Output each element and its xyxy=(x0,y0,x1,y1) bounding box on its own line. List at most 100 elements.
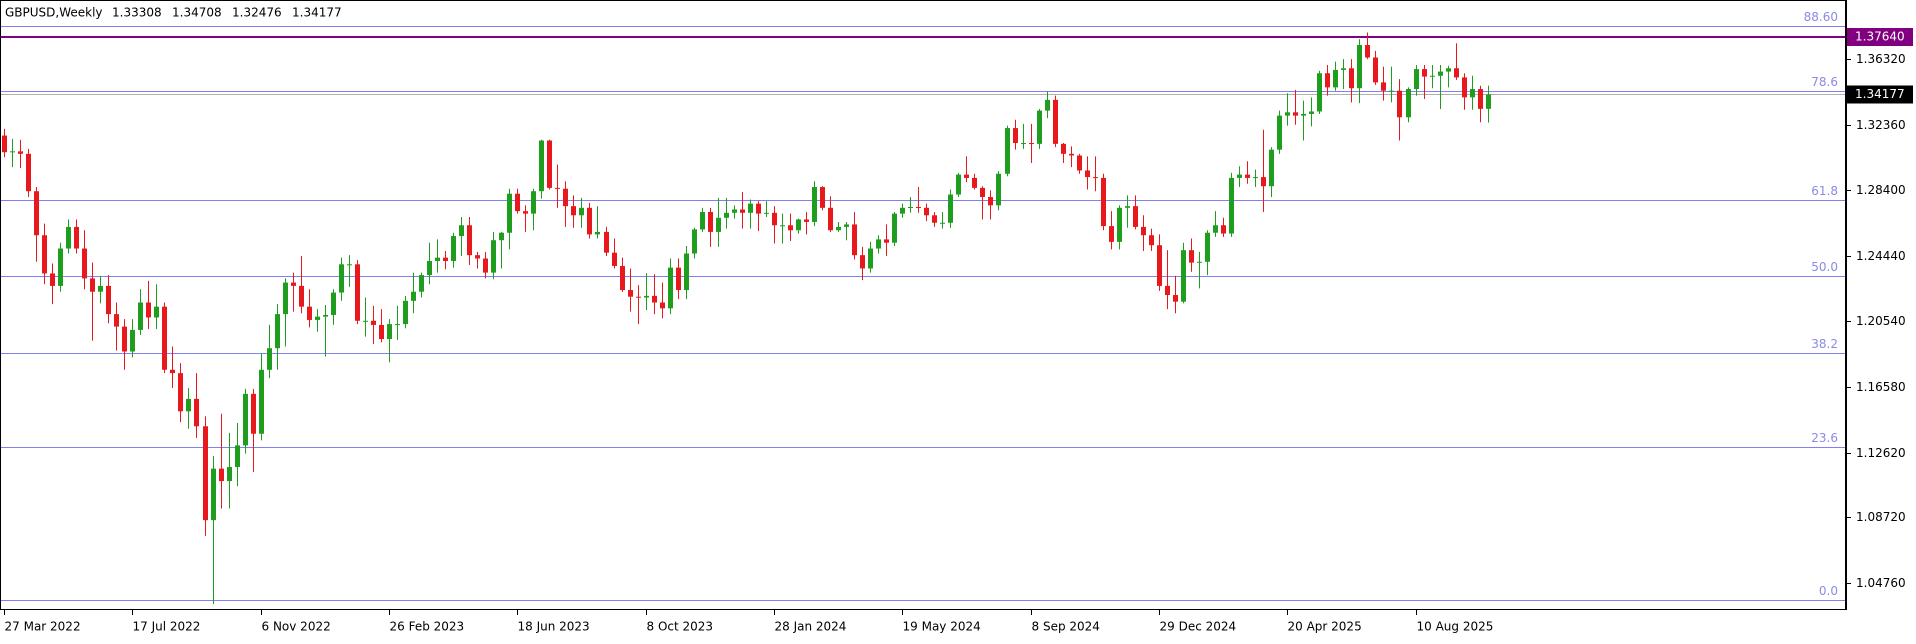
candle-body xyxy=(1189,250,1194,263)
candle-body xyxy=(876,239,881,249)
candle-body xyxy=(628,290,633,297)
candle-body xyxy=(203,426,208,521)
candle-body xyxy=(435,257,440,261)
level-label-box xyxy=(1847,28,1913,46)
candle-body xyxy=(26,153,31,192)
y-tick-label: 1.08720 xyxy=(1856,510,1906,524)
y-tick-label: 1.32360 xyxy=(1856,118,1906,132)
candle-body xyxy=(748,203,753,213)
candle-body xyxy=(844,224,849,227)
candle-body xyxy=(146,302,151,318)
candle-body xyxy=(676,267,681,291)
candle-body xyxy=(1253,177,1258,179)
candle-body xyxy=(1470,89,1475,98)
candle-body xyxy=(371,320,376,325)
candle-body xyxy=(259,369,264,434)
x-tick-label: 17 Jul 2022 xyxy=(133,620,201,634)
candle-body xyxy=(1430,75,1435,77)
candle-body xyxy=(58,248,63,286)
candle-body xyxy=(900,207,905,214)
candle-body xyxy=(1165,285,1170,296)
candle-body xyxy=(732,209,737,213)
fib-label: 23.6 xyxy=(1811,431,1838,445)
candle-body xyxy=(499,232,504,241)
candle-body xyxy=(531,191,536,214)
candle-body xyxy=(1301,113,1306,116)
candle-body xyxy=(1414,69,1419,90)
candle-body xyxy=(34,191,39,236)
candle-body xyxy=(387,324,392,340)
candle-body xyxy=(251,393,256,434)
candle-body xyxy=(339,264,344,293)
candle-body xyxy=(427,260,432,276)
candle-body xyxy=(66,226,71,249)
candle-body xyxy=(868,248,873,269)
candle-body xyxy=(1053,99,1058,144)
candle-body xyxy=(772,212,777,226)
candle-body xyxy=(227,466,232,482)
candle-body xyxy=(403,300,408,325)
candle-body xyxy=(652,295,657,303)
candle-body xyxy=(740,209,745,213)
candle-body xyxy=(1277,115,1282,150)
candle-body xyxy=(523,211,528,214)
candle-body xyxy=(1229,177,1234,234)
candle-body xyxy=(275,314,280,349)
candle-body xyxy=(579,207,584,216)
candle-body xyxy=(924,207,929,216)
y-tick-label: 1.04760 xyxy=(1856,576,1906,590)
candle-body xyxy=(170,369,175,374)
candle-body xyxy=(331,292,336,315)
candle-body xyxy=(724,212,729,218)
candle-body xyxy=(355,264,360,321)
candle-body xyxy=(315,316,320,320)
candle-body xyxy=(539,140,544,192)
candles xyxy=(2,32,1491,605)
candle-body xyxy=(1325,73,1330,88)
candle-body xyxy=(2,135,7,153)
candle-body xyxy=(972,177,977,188)
candle-body xyxy=(1085,170,1090,178)
candle-body xyxy=(1341,68,1346,70)
candle-body xyxy=(1221,225,1226,234)
candle-body xyxy=(692,229,697,254)
candle-body xyxy=(916,206,921,208)
candle-body xyxy=(1141,226,1146,236)
candle-body xyxy=(138,302,143,330)
candle-body xyxy=(1013,128,1018,144)
candle-body xyxy=(988,197,993,206)
candle-body xyxy=(1117,207,1122,242)
level-label: 1.37640 xyxy=(1855,30,1905,44)
x-tick-label: 27 Mar 2022 xyxy=(5,620,81,634)
candle-body xyxy=(50,273,55,286)
candle-body xyxy=(796,219,801,231)
candle-body xyxy=(1373,57,1378,83)
candle-body xyxy=(644,295,649,298)
candle-body xyxy=(1197,261,1202,263)
candle-body xyxy=(162,306,167,370)
candle-body xyxy=(507,193,512,233)
candle-body xyxy=(98,285,103,292)
candle-body xyxy=(347,264,352,266)
candle-body xyxy=(860,255,865,269)
candle-body xyxy=(235,445,240,467)
y-tick-label: 1.20540 xyxy=(1856,314,1906,328)
candle-body xyxy=(1037,110,1042,144)
candle-body xyxy=(467,225,472,256)
x-tick-label: 18 Jun 2023 xyxy=(518,620,590,634)
candle-body xyxy=(1422,69,1427,77)
candle-body xyxy=(563,188,568,207)
candle-body xyxy=(980,187,985,198)
ohlc-open: 1.33308 xyxy=(112,6,162,20)
candle-body xyxy=(491,240,496,273)
x-tick-label: 29 Dec 2024 xyxy=(1160,620,1237,634)
candle-body xyxy=(1406,89,1411,118)
candle-body xyxy=(82,248,87,279)
candle-body xyxy=(764,212,769,214)
fib-label: 0.0 xyxy=(1819,584,1838,598)
candle-body xyxy=(283,282,288,315)
candle-body xyxy=(90,278,95,292)
candle-body xyxy=(636,296,641,298)
candle-body xyxy=(1173,295,1178,302)
